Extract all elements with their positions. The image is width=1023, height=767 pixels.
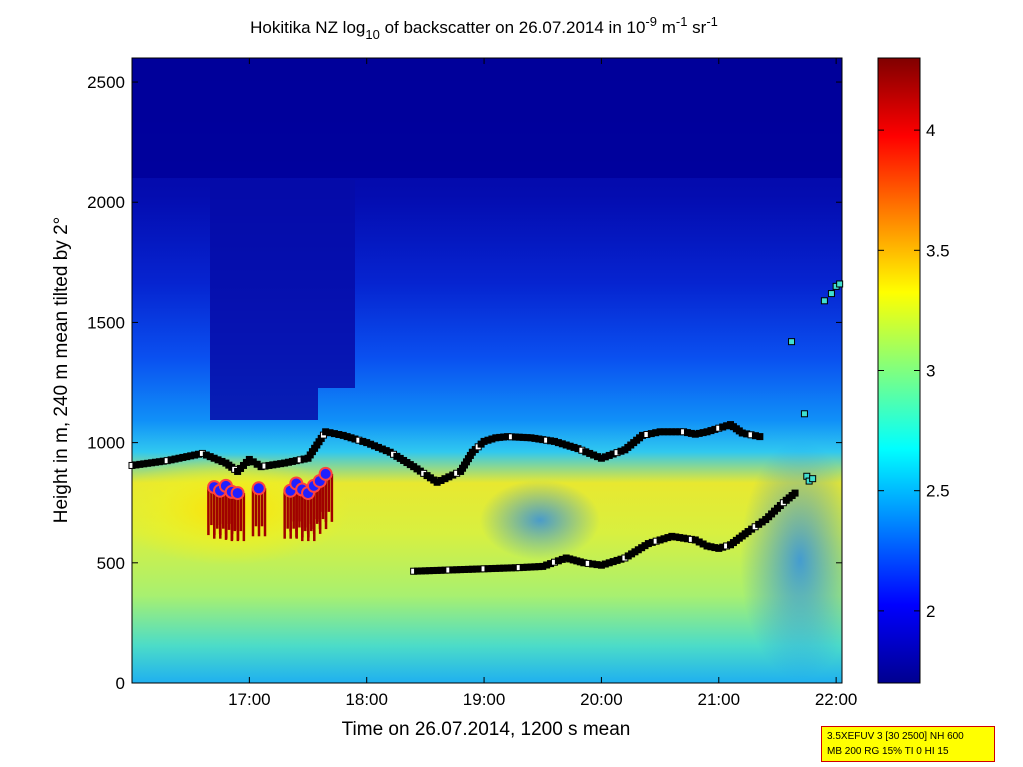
colorbar-tick-label: 4: [926, 121, 935, 140]
lower-layer-point: [791, 489, 799, 497]
precip-streak: [213, 490, 216, 539]
precip-streak: [221, 485, 225, 524]
precip-streak: [286, 490, 289, 529]
precip-streak: [224, 491, 228, 540]
y-axis-ticks: 0 500 1000 1500 2000 2500: [87, 73, 842, 693]
colorbar-tick-label: 3: [926, 362, 935, 381]
precip-streak: [230, 493, 234, 542]
sparse-point: [809, 475, 817, 483]
sparse-point: [800, 410, 808, 418]
x-axis-label: Time on 26.07.2014, 1200 s mean: [342, 719, 631, 740]
colorbar-ticks: 2 2.5 3 3.5 4: [878, 121, 950, 621]
chart-title: Hokitika NZ log10 of backscatter on 26.0…: [250, 14, 718, 42]
upper-layer-markers: [128, 421, 764, 486]
sparse-point: [827, 290, 835, 298]
precip-streak: [324, 473, 328, 522]
x-tick-label: 21:00: [698, 690, 741, 709]
precip-streak: [233, 493, 237, 532]
precip-streak: [260, 488, 264, 527]
y-tick-label: 1000: [87, 434, 125, 453]
precip-streak: [289, 483, 292, 532]
precip-streak: [218, 485, 222, 534]
colorbar-tick-label: 2.5: [926, 482, 950, 501]
precip-streak: [295, 489, 298, 538]
info-line-2: MB 200 RG 15% TI 0 HI 15: [827, 746, 949, 757]
precip-streak: [216, 490, 219, 529]
dark-column-region: [210, 180, 355, 420]
precip-streak: [242, 493, 246, 542]
precip-streak: [315, 481, 319, 520]
precip-point: [318, 466, 333, 481]
precip-streak: [283, 490, 286, 539]
cool-patch-1: [480, 480, 600, 560]
precip-streak: [254, 488, 258, 527]
x-tick-label: 18:00: [345, 690, 388, 709]
sparse-markers: [788, 280, 844, 485]
y-tick-label: 500: [97, 554, 125, 573]
precip-point: [251, 481, 266, 496]
lower-layer-markers: [410, 489, 799, 575]
y-tick-label: 2000: [87, 193, 125, 212]
precip-streak: [210, 487, 213, 526]
precip-streak: [327, 473, 331, 512]
precip-streak: [321, 473, 325, 512]
precip-streak: [330, 473, 334, 522]
precip-streak: [312, 481, 316, 530]
precip-streak: [251, 488, 255, 537]
precip-streak: [207, 487, 210, 536]
precip-streak: [292, 483, 295, 522]
colorbar-tick-label: 3.5: [926, 241, 950, 260]
precip-streak: [236, 493, 240, 542]
x-tick-label: 19:00: [463, 690, 506, 709]
precipitation-streaks: [207, 473, 334, 542]
cool-patch-2: [740, 440, 842, 680]
upper-layer-point: [756, 433, 764, 441]
sparse-point: [788, 338, 796, 346]
precip-streak: [301, 493, 304, 542]
precip-streak: [306, 485, 310, 534]
sparse-point: [820, 297, 828, 305]
y-tick-label: 0: [116, 674, 125, 693]
upper-dark-region: [132, 58, 842, 178]
colorbar: [877, 57, 921, 684]
precip-streak: [239, 493, 243, 532]
info-box: 3.5XEFUV 3 [30 2500] NH 600 MB 200 RG 15…: [821, 726, 995, 762]
sparse-point: [836, 280, 844, 288]
colorbar-tick-label: 2: [926, 602, 935, 621]
y-tick-label: 2500: [87, 73, 125, 92]
x-tick-label: 22:00: [815, 690, 858, 709]
x-axis-ticks: 17:00 18:00 19:00 20:00 21:00 22:00: [228, 58, 857, 709]
info-line-1: 3.5XEFUV 3 [30 2500] NH 600: [827, 731, 964, 742]
precip-point: [230, 486, 245, 501]
precip-streak: [304, 493, 307, 532]
precip-streak: [318, 473, 322, 522]
precip-streak: [257, 488, 261, 537]
y-axis-label: Height in m, 240 m mean tilted by 2°: [51, 217, 72, 523]
plot-frame: [131, 57, 843, 684]
precip-streak: [298, 489, 301, 528]
precip-markers: [207, 466, 333, 501]
precip-streak: [309, 485, 313, 524]
x-tick-label: 17:00: [228, 690, 271, 709]
y-tick-label: 1500: [87, 313, 125, 332]
heatmap-field: [132, 58, 842, 683]
x-tick-label: 20:00: [580, 690, 623, 709]
precip-streak: [227, 491, 231, 530]
precip-streak: [263, 488, 267, 537]
